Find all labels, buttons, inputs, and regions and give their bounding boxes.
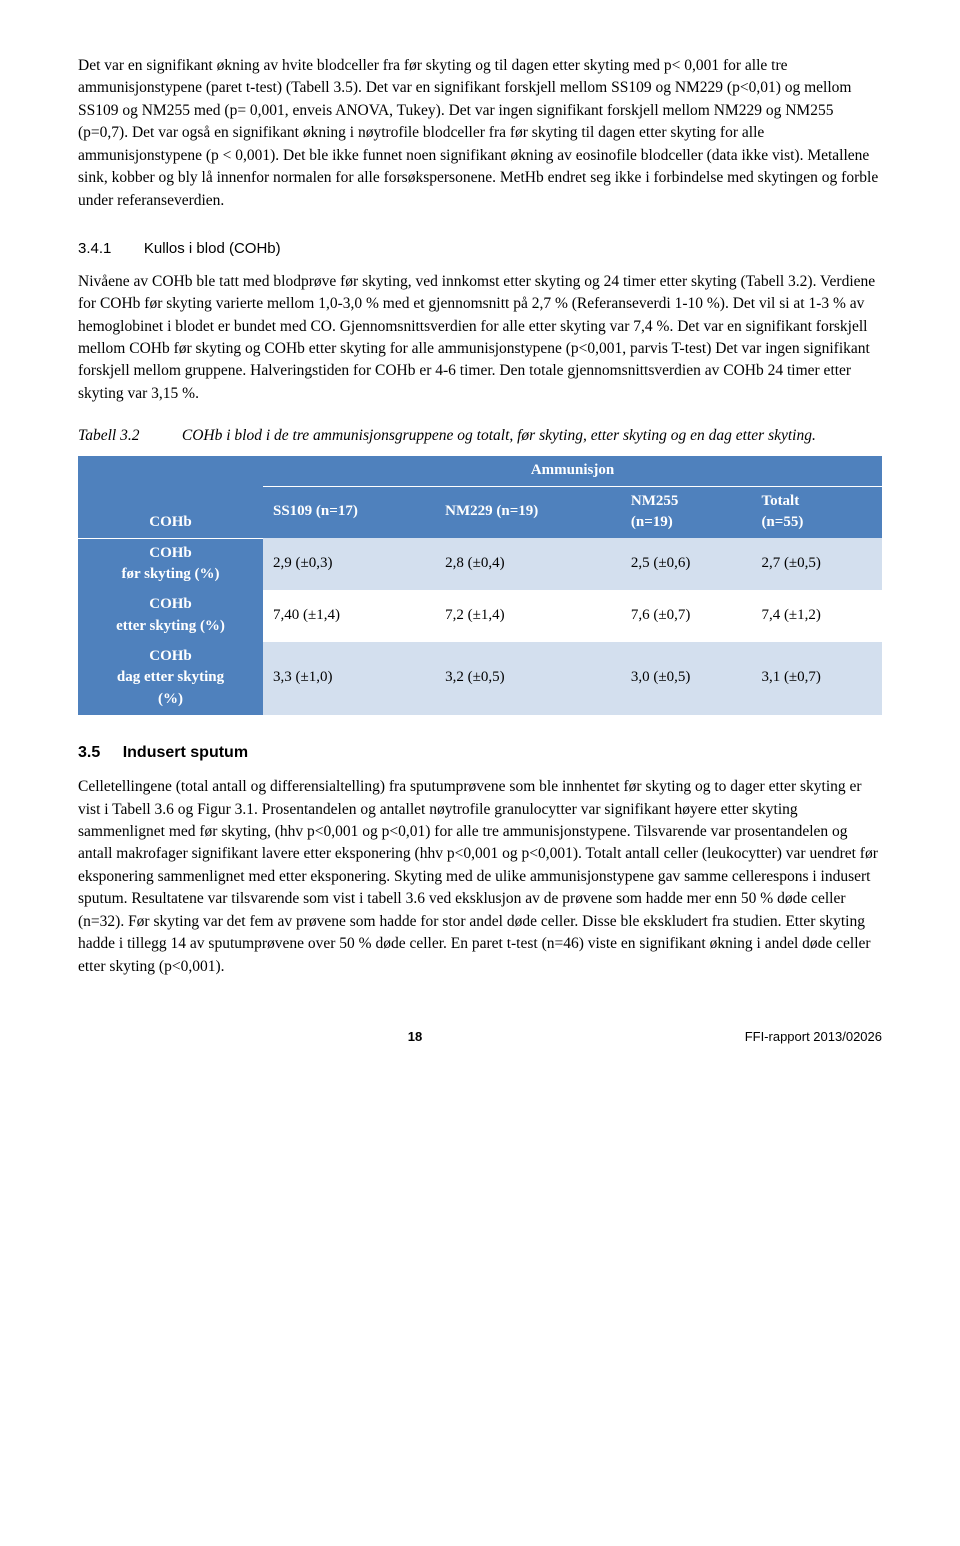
table-row: COHbdag etter skyting(%)3,3 (±1,0)3,2 (±… [78,642,882,715]
section-number: 3.5 [78,744,100,761]
section-heading: 3.5 Indusert sputum [78,741,882,764]
table-caption-label: Tabell 3.2 [78,425,178,447]
footer-left [78,1028,128,1047]
table-cell: 7,4 (±1,2) [751,590,882,642]
table-super-header: Ammunisjon [263,456,882,486]
table-row-header: COHbfør skyting (%) [78,538,263,590]
table-row-header: COHbetter skyting (%) [78,590,263,642]
table-cell: 2,9 (±0,3) [263,538,435,590]
table-row: COHbetter skyting (%)7,40 (±1,4)7,2 (±1,… [78,590,882,642]
table-column-header: NM229 (n=19) [435,486,621,538]
paragraph-3: Celletellingene (total antall og differe… [78,776,882,978]
table-cell: 3,2 (±0,5) [435,642,621,715]
table-column-header: Totalt(n=55) [751,486,882,538]
table-caption: Tabell 3.2 COHb i blod i de tre ammunisj… [78,425,882,447]
table-caption-text: COHb i blod i de tre ammunisjonsgruppene… [182,427,816,444]
subsection-title: Kullos i blod (COHb) [144,240,281,257]
table-column-header: SS109 (n=17) [263,486,435,538]
table-cell: 7,2 (±1,4) [435,590,621,642]
subsection-heading: 3.4.1 Kullos i blod (COHb) [78,234,882,260]
table-cell: 2,8 (±0,4) [435,538,621,590]
section-title: Indusert sputum [123,744,248,761]
footer-report-id: FFI-rapport 2013/02026 [702,1028,882,1047]
table-corner-header: COHb [78,456,263,538]
table-cell: 2,5 (±0,6) [621,538,752,590]
footer-page-number: 18 [128,1028,702,1047]
table-cell: 3,0 (±0,5) [621,642,752,715]
table-cell: 3,3 (±1,0) [263,642,435,715]
table-column-header: NM255(n=19) [621,486,752,538]
subsection-number: 3.4.1 [78,240,111,257]
table-row: COHbfør skyting (%)2,9 (±0,3)2,8 (±0,4)2… [78,538,882,590]
cohb-table: COHb Ammunisjon SS109 (n=17)NM229 (n=19)… [78,456,882,715]
table-cell: 3,1 (±0,7) [751,642,882,715]
table-row-header: COHbdag etter skyting(%) [78,642,263,715]
table-cell: 2,7 (±0,5) [751,538,882,590]
paragraph-2: Nivåene av COHb ble tatt med blodprøve f… [78,271,882,406]
page-footer: 18 FFI-rapport 2013/02026 [78,1028,882,1047]
table-cell: 7,40 (±1,4) [263,590,435,642]
paragraph-1: Det var en signifikant økning av hvite b… [78,55,882,212]
table-cell: 7,6 (±0,7) [621,590,752,642]
